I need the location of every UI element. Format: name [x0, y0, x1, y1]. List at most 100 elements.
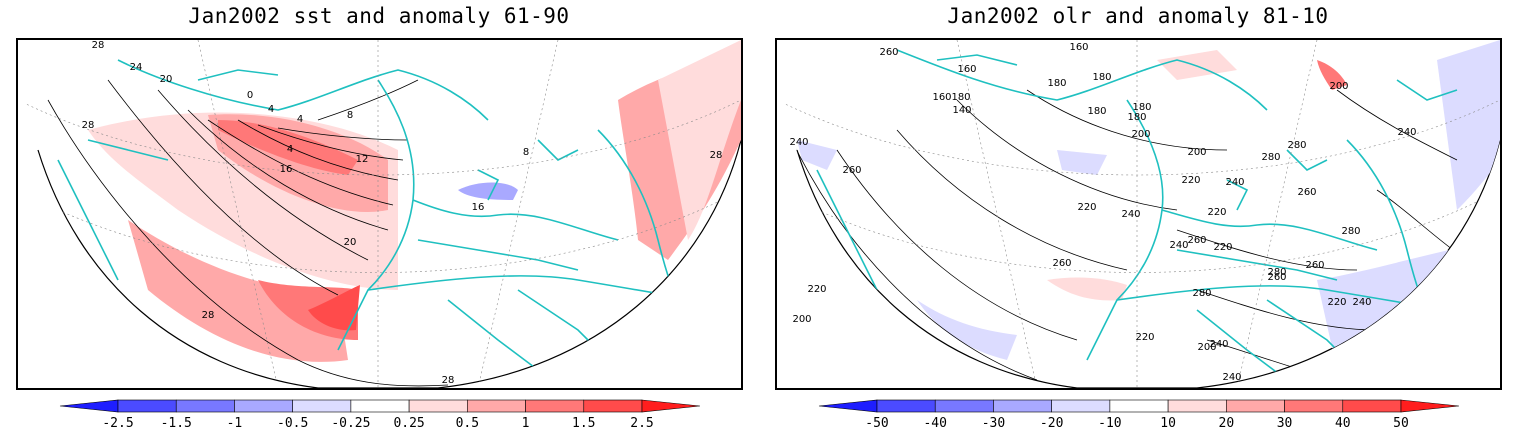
- olr-contour-label: 280: [1287, 140, 1306, 151]
- olr-anomaly-blue-southwest: [917, 300, 1017, 360]
- sst-anomaly-blue-med: [458, 182, 518, 200]
- olr-contour-label: 200: [792, 314, 811, 325]
- sst-colorbar-segment: [583, 399, 643, 413]
- olr-map-title: Jan2002 olr and anomaly 81-10: [947, 4, 1329, 28]
- olr-colorbar-tick-label: 10: [1160, 416, 1176, 431]
- sst-contour-label: 28: [710, 150, 723, 161]
- sst-contour-label: 8: [347, 110, 353, 121]
- sst-contour-label: 8: [523, 147, 529, 158]
- olr-contour-label: 260: [1267, 272, 1286, 283]
- olr-contour-label: 260: [1305, 260, 1324, 271]
- olr-contour-label: 220: [807, 284, 826, 295]
- olr-contour-label: 160: [957, 64, 976, 75]
- olr-contour-label: 240: [1121, 209, 1140, 220]
- olr-contour-label: 240: [1397, 127, 1416, 138]
- sst-contour-label: 20: [344, 237, 357, 248]
- olr-anomaly-light-blue-mid: [1057, 150, 1107, 175]
- olr-coastlines: [816, 49, 1500, 381]
- olr-contour-label: 140: [952, 105, 971, 116]
- olr-contour-label: 200: [1131, 129, 1150, 140]
- olr-graticule: [777, 40, 1500, 388]
- olr-anomaly-light-red-center: [1047, 277, 1127, 301]
- olr-contour-label: 260: [842, 165, 861, 176]
- olr-contour-label: 180: [1047, 78, 1066, 89]
- sst-colorbar-arrow-high: [641, 399, 701, 413]
- sst-colorbar-segment: [467, 399, 526, 413]
- olr-anomaly-blue-east: [1437, 40, 1500, 210]
- sst-anomaly-red-core: [218, 120, 358, 175]
- olr-contour-label: 200: [1329, 81, 1348, 92]
- olr-map: 260 160 180 160 180 180 160 140 180 180 200 240 260 2…: [775, 38, 1502, 390]
- sst-colorbar-segment: [175, 399, 235, 413]
- sst-colorbar: -2.5 -1.5 -1 -0.5 -0.25 0.25 0.5 1 1.5 2.5: [59, 398, 701, 431]
- olr-anomaly-light-blue-west: [797, 140, 837, 170]
- olr-contour-label: 200: [1187, 147, 1206, 158]
- olr-contour-label: 260: [1187, 235, 1206, 246]
- sst-panel: Jan2002 sst and anomaly 61-90: [14, 0, 754, 431]
- olr-contour-label: 180: [1087, 106, 1106, 117]
- olr-colorbar-tick-label: 30: [1277, 416, 1293, 431]
- olr-colorbar-tick-label: 20: [1219, 416, 1235, 431]
- olr-colorbar-tick-label: -40: [923, 416, 946, 431]
- sst-contour-label: 28: [92, 40, 105, 51]
- olr-contour-label: 280: [1267, 267, 1286, 278]
- sst-contour-label: 4: [287, 144, 293, 155]
- olr-contour-label: 220: [1207, 207, 1226, 218]
- olr-colorbar-arrow-low: [818, 399, 878, 413]
- olr-colorbar-segment: [876, 399, 936, 413]
- sst-graticule: [18, 40, 741, 388]
- sst-contour-label: 0: [247, 90, 253, 101]
- olr-colorbar-segment: [1342, 399, 1402, 413]
- olr-contour-label: 200: [1197, 342, 1216, 353]
- olr-contour-label: 220: [1213, 242, 1232, 253]
- sst-colorbar-segment: [525, 399, 585, 413]
- sst-contour-label: 28: [442, 375, 455, 386]
- olr-colorbar-segment: [1284, 399, 1344, 413]
- olr-contour-label: 240: [1169, 240, 1188, 251]
- olr-contours: [786, 89, 1468, 381]
- sst-contour-label: 28: [82, 120, 95, 131]
- sst-colorbar-segment: [408, 399, 468, 413]
- olr-contour-label: 180: [1092, 72, 1111, 83]
- olr-colorbar-segment: [1051, 399, 1111, 413]
- olr-contour-label: 180: [951, 92, 970, 103]
- olr-contour-label: 160: [1069, 42, 1088, 53]
- olr-contour-label: 180: [1127, 112, 1146, 123]
- olr-colorbar-segment: [934, 399, 994, 413]
- olr-colorbar-segment: [1226, 399, 1285, 413]
- olr-contour-label: 160: [932, 92, 951, 103]
- olr-contour-label: 240: [789, 137, 808, 148]
- sst-colorbar-tick-label: 0.25: [393, 416, 424, 431]
- olr-colorbar: -50 -40 -30 -20 -10 10 20 30 40 50: [818, 398, 1460, 431]
- olr-map-boundary: [796, 139, 1500, 388]
- sst-colorbar-tick-label: 1: [522, 416, 530, 431]
- olr-colorbar-tick-label: -30: [982, 416, 1005, 431]
- sst-colorbar-tick-label: -2.5: [102, 416, 133, 431]
- olr-contour-label: 280: [1341, 226, 1360, 237]
- sst-colorbar-segment: [117, 399, 177, 413]
- olr-colorbar-tick-label: -50: [865, 416, 888, 431]
- olr-contour-label: 280: [1192, 288, 1211, 299]
- olr-colorbar-tick-label: -10: [1098, 416, 1121, 431]
- sst-anomaly-red-subtropical: [128, 220, 348, 362]
- olr-colorbar-svg: -50 -40 -30 -20 -10 10 20 30 40 50: [818, 399, 1460, 431]
- sst-colorbar-tick-label: -1: [227, 416, 243, 431]
- olr-colorbar-tick-label: 50: [1393, 416, 1409, 431]
- sst-map-canvas: 28 24 20 0 4 4 8 4 16 12 20 28 28 28 16 8 28: [18, 40, 741, 388]
- sst-contour-label: 12: [356, 154, 369, 165]
- olr-contour-label: 220: [1077, 202, 1096, 213]
- sst-contour-label: 16: [280, 164, 293, 175]
- sst-contour-labels: 28 24 20 0 4 4 8 4 16 12 20 28 28 28 16 8 28: [82, 40, 723, 386]
- sst-colorbar-arrow-low: [59, 399, 119, 413]
- olr-anomaly-red-northeast: [1317, 60, 1347, 90]
- olr-contour-label: 260: [879, 47, 898, 58]
- olr-contour-label: 240: [1209, 339, 1228, 350]
- sst-colorbar-segment: [234, 399, 293, 413]
- olr-contour-label: 260: [1052, 258, 1071, 269]
- sst-colorbar-svg: -2.5 -1.5 -1 -0.5 -0.25 0.25 0.5 1 1.5 2.5: [59, 399, 701, 431]
- sst-map: 28 24 20 0 4 4 8 4 16 12 20 28 28 28 16 8 28: [16, 38, 743, 390]
- sst-colorbar-segment: [350, 399, 410, 413]
- sst-contours: [47, 79, 449, 387]
